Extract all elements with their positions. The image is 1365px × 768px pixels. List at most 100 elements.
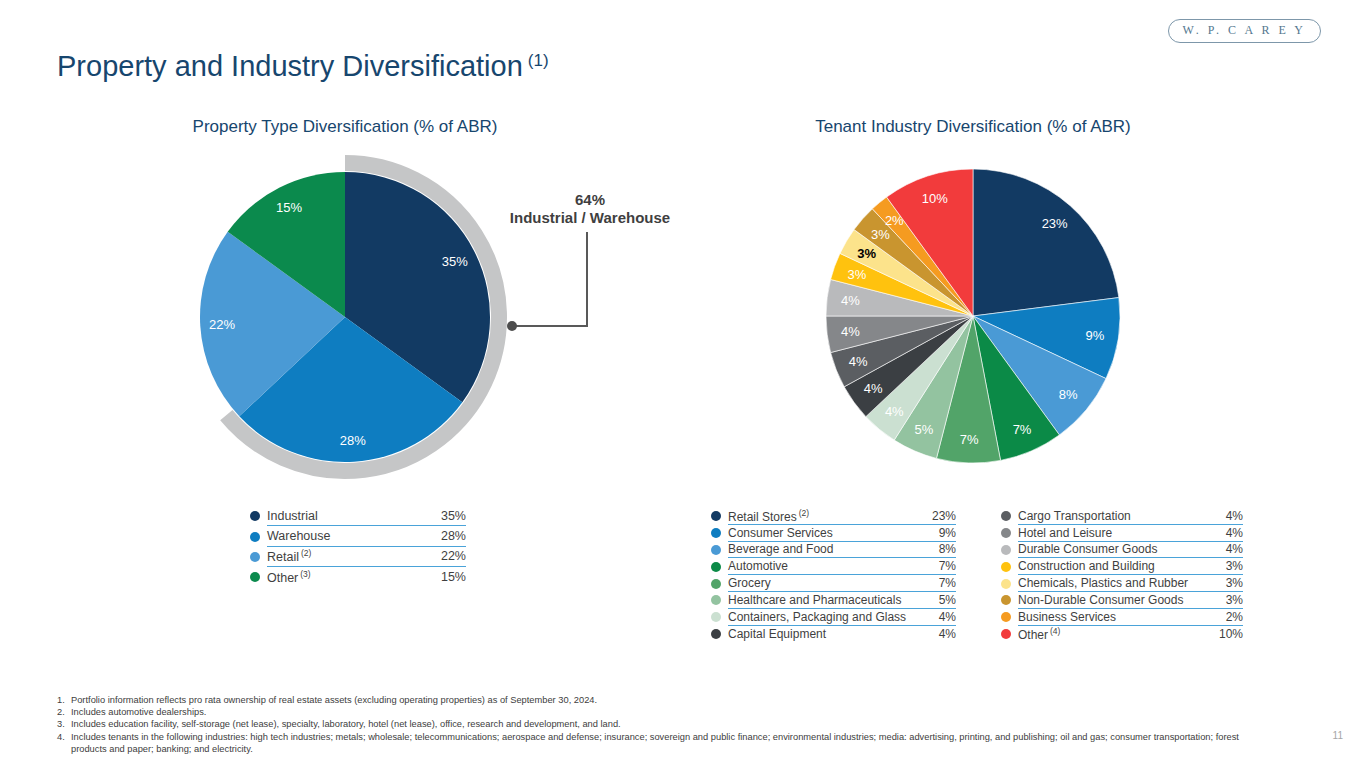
legend-label: Cargo Transportation (1018, 509, 1131, 523)
legend-row-content: Non-Durable Consumer Goods 3% (1018, 592, 1243, 609)
legend-row-content: Other(4)10% (1018, 626, 1243, 643)
legend-row-hotel-and-leisure: Hotel and Leisure4% (1001, 525, 1243, 542)
logo-text: W. P. C A R E Y (1183, 23, 1306, 37)
legend-footnote-ref: (2) (301, 548, 311, 558)
legend-dot-cargo-transportation (1001, 511, 1011, 521)
legend-value: 8% (931, 542, 956, 556)
legend-row-beverage-and-food: Beverage and Food8% (711, 542, 956, 559)
legend-label: Construction and Building (1018, 559, 1155, 573)
legend-value: 4% (931, 610, 956, 624)
legend-row-content: Grocery 7% (728, 575, 956, 592)
pie-label-containers-packaging-and-glass: 4% (885, 404, 904, 419)
legend-row-durable-consumer-goods: Durable Consumer Goods 4% (1001, 542, 1243, 559)
legend-dot-durable-consumer-goods (1001, 545, 1011, 555)
pie-label-beverage-and-food: 8% (1059, 387, 1078, 402)
legend-row-content: Construction and Building 3% (1018, 558, 1243, 575)
legend-value: 3% (1218, 559, 1243, 573)
pie-label-automotive: 7% (1013, 422, 1032, 437)
legend-value: 9% (931, 526, 956, 540)
legend-row-content: Healthcare and Pharmaceuticals5% (728, 592, 956, 609)
pie-label-retail: 22% (209, 317, 235, 332)
pie-slice-retail-stores (973, 169, 1119, 316)
slide: W. P. C A R E Y Property and Industry Di… (0, 0, 1365, 768)
legend-row-consumer-services: Consumer Services 9% (711, 525, 956, 542)
legend-label: Industrial (267, 509, 318, 523)
pie-label-other: 15% (276, 200, 302, 215)
legend-label: Non-Durable Consumer Goods (1018, 593, 1183, 607)
property-type-chart-title: Property Type Diversification (% of ABR) (95, 117, 595, 137)
legend-value: 7% (931, 576, 956, 590)
legend-row-content: Business Services2% (1018, 609, 1243, 626)
legend-row-content: Durable Consumer Goods 4% (1018, 542, 1243, 559)
legend-value: 15% (433, 570, 466, 584)
legend-value: 3% (1218, 593, 1243, 607)
footnotes: 1.Portfolio information reflects pro rat… (57, 694, 1253, 755)
page-title-text: Property and Industry Diversification (57, 50, 523, 82)
legend-value: 23% (924, 509, 956, 523)
legend-row-chemicals-plastics-and-rubber: Chemicals, Plastics and Rubber3% (1001, 575, 1243, 592)
legend-row-content: Retail(2)22% (267, 547, 466, 567)
legend-label: Durable Consumer Goods (1018, 542, 1157, 556)
legend-row-content: Warehouse 28% (267, 526, 466, 546)
footnote-number: 4. (57, 731, 71, 755)
legend-dot-retail-stores (711, 511, 721, 521)
legend-row-retail-stores: Retail Stores(2)23% (711, 508, 956, 525)
pie-label-other: 10% (922, 191, 948, 206)
wp-carey-logo: W. P. C A R E Y (1168, 19, 1321, 43)
legend-dot-construction-and-building (1001, 562, 1011, 572)
footnote: 3.Includes education facility, self-stor… (57, 718, 1253, 730)
legend-value: 7% (931, 559, 956, 573)
tenant-industry-legend-column-1: Retail Stores(2)23%Consumer Services9%Be… (711, 508, 956, 642)
legend-row-healthcare-and-pharmaceuticals: Healthcare and Pharmaceuticals5% (711, 592, 956, 609)
legend-value: 22% (433, 549, 466, 563)
legend-row-retail: Retail(2)22% (250, 547, 466, 567)
legend-row-automotive: Automotive7% (711, 558, 956, 575)
legend-row-content: Automotive7% (728, 558, 956, 575)
pie-label-construction-and-building: 3% (847, 267, 866, 282)
legend-dot-chemicals-plastics-and-rubber (1001, 579, 1011, 589)
pie-label-hotel-and-leisure: 4% (841, 324, 860, 339)
legend-row-content: Capital Equipment 4% (728, 626, 956, 643)
legend-dot-business-services (1001, 612, 1011, 622)
pie-label-consumer-services: 9% (1086, 328, 1105, 343)
legend-row-content: Industrial35% (267, 506, 466, 526)
legend-value: 4% (931, 627, 956, 641)
footnote-text: Portfolio information reflects pro rata … (71, 694, 597, 706)
legend-label: Consumer Services (728, 526, 833, 540)
legend-value: 2% (1218, 610, 1243, 624)
footnote-number: 1. (57, 694, 71, 706)
footnote: 2.Includes automotive dealerships. (57, 706, 1253, 718)
legend-value: 28% (433, 529, 466, 543)
legend-dot-beverage-and-food (711, 545, 721, 555)
legend-row-cargo-transportation: Cargo Transportation4% (1001, 508, 1243, 525)
legend-value: 4% (1218, 542, 1243, 556)
footnote-text: Includes tenants in the following indust… (71, 731, 1253, 755)
tenant-industry-pie-chart: 23%9%8%7%7%5%4%4%4%4%4%3%3%3%2%10% (824, 166, 1124, 466)
legend-dot-industrial (250, 511, 260, 521)
callout-line-vertical (586, 232, 588, 326)
property-type-pie-chart: 35%28%22%15% (173, 148, 517, 488)
legend-dot-capital-equipment (711, 629, 721, 639)
pie-label-retail-stores: 23% (1042, 216, 1068, 231)
legend-label: Capital Equipment (728, 627, 826, 641)
footnote: 1.Portfolio information reflects pro rat… (57, 694, 1253, 706)
legend-value: 5% (931, 593, 956, 607)
legend-label: Warehouse (267, 529, 330, 543)
legend-label: Grocery (728, 576, 771, 590)
legend-row-content: Hotel and Leisure4% (1018, 525, 1243, 542)
tenant-industry-chart-title: Tenant Industry Diversification (% of AB… (723, 117, 1223, 137)
legend-dot-retail (250, 552, 260, 562)
legend-dot-warehouse (250, 532, 260, 542)
legend-row-construction-and-building: Construction and Building 3% (1001, 558, 1243, 575)
legend-dot-non-durable-consumer-goods (1001, 595, 1011, 605)
legend-row-content: Consumer Services 9% (728, 525, 956, 542)
page-number: 11 (1333, 730, 1343, 741)
legend-row-industrial: Industrial35% (250, 506, 466, 526)
legend-footnote-ref: (2) (799, 508, 809, 518)
legend-row-grocery: Grocery 7% (711, 575, 956, 592)
pie-label-capital-equipment: 4% (864, 381, 883, 396)
legend-row-content: Beverage and Food8% (728, 542, 956, 559)
legend-dot-automotive (711, 562, 721, 572)
legend-label: Other(4) (1018, 626, 1060, 642)
pie-label-warehouse: 28% (340, 433, 366, 448)
